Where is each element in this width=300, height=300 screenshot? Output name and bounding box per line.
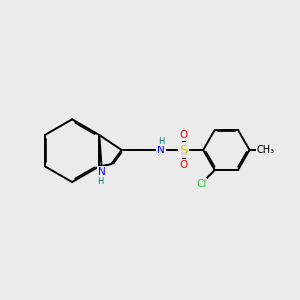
Text: N: N (157, 145, 165, 155)
Text: H: H (158, 136, 165, 146)
Text: H: H (98, 177, 104, 186)
Text: O: O (179, 130, 188, 140)
Text: N: N (98, 167, 106, 177)
Text: Cl: Cl (196, 179, 206, 189)
Text: CH₃: CH₃ (257, 145, 275, 155)
Text: S: S (179, 143, 188, 157)
Text: O: O (179, 160, 188, 170)
